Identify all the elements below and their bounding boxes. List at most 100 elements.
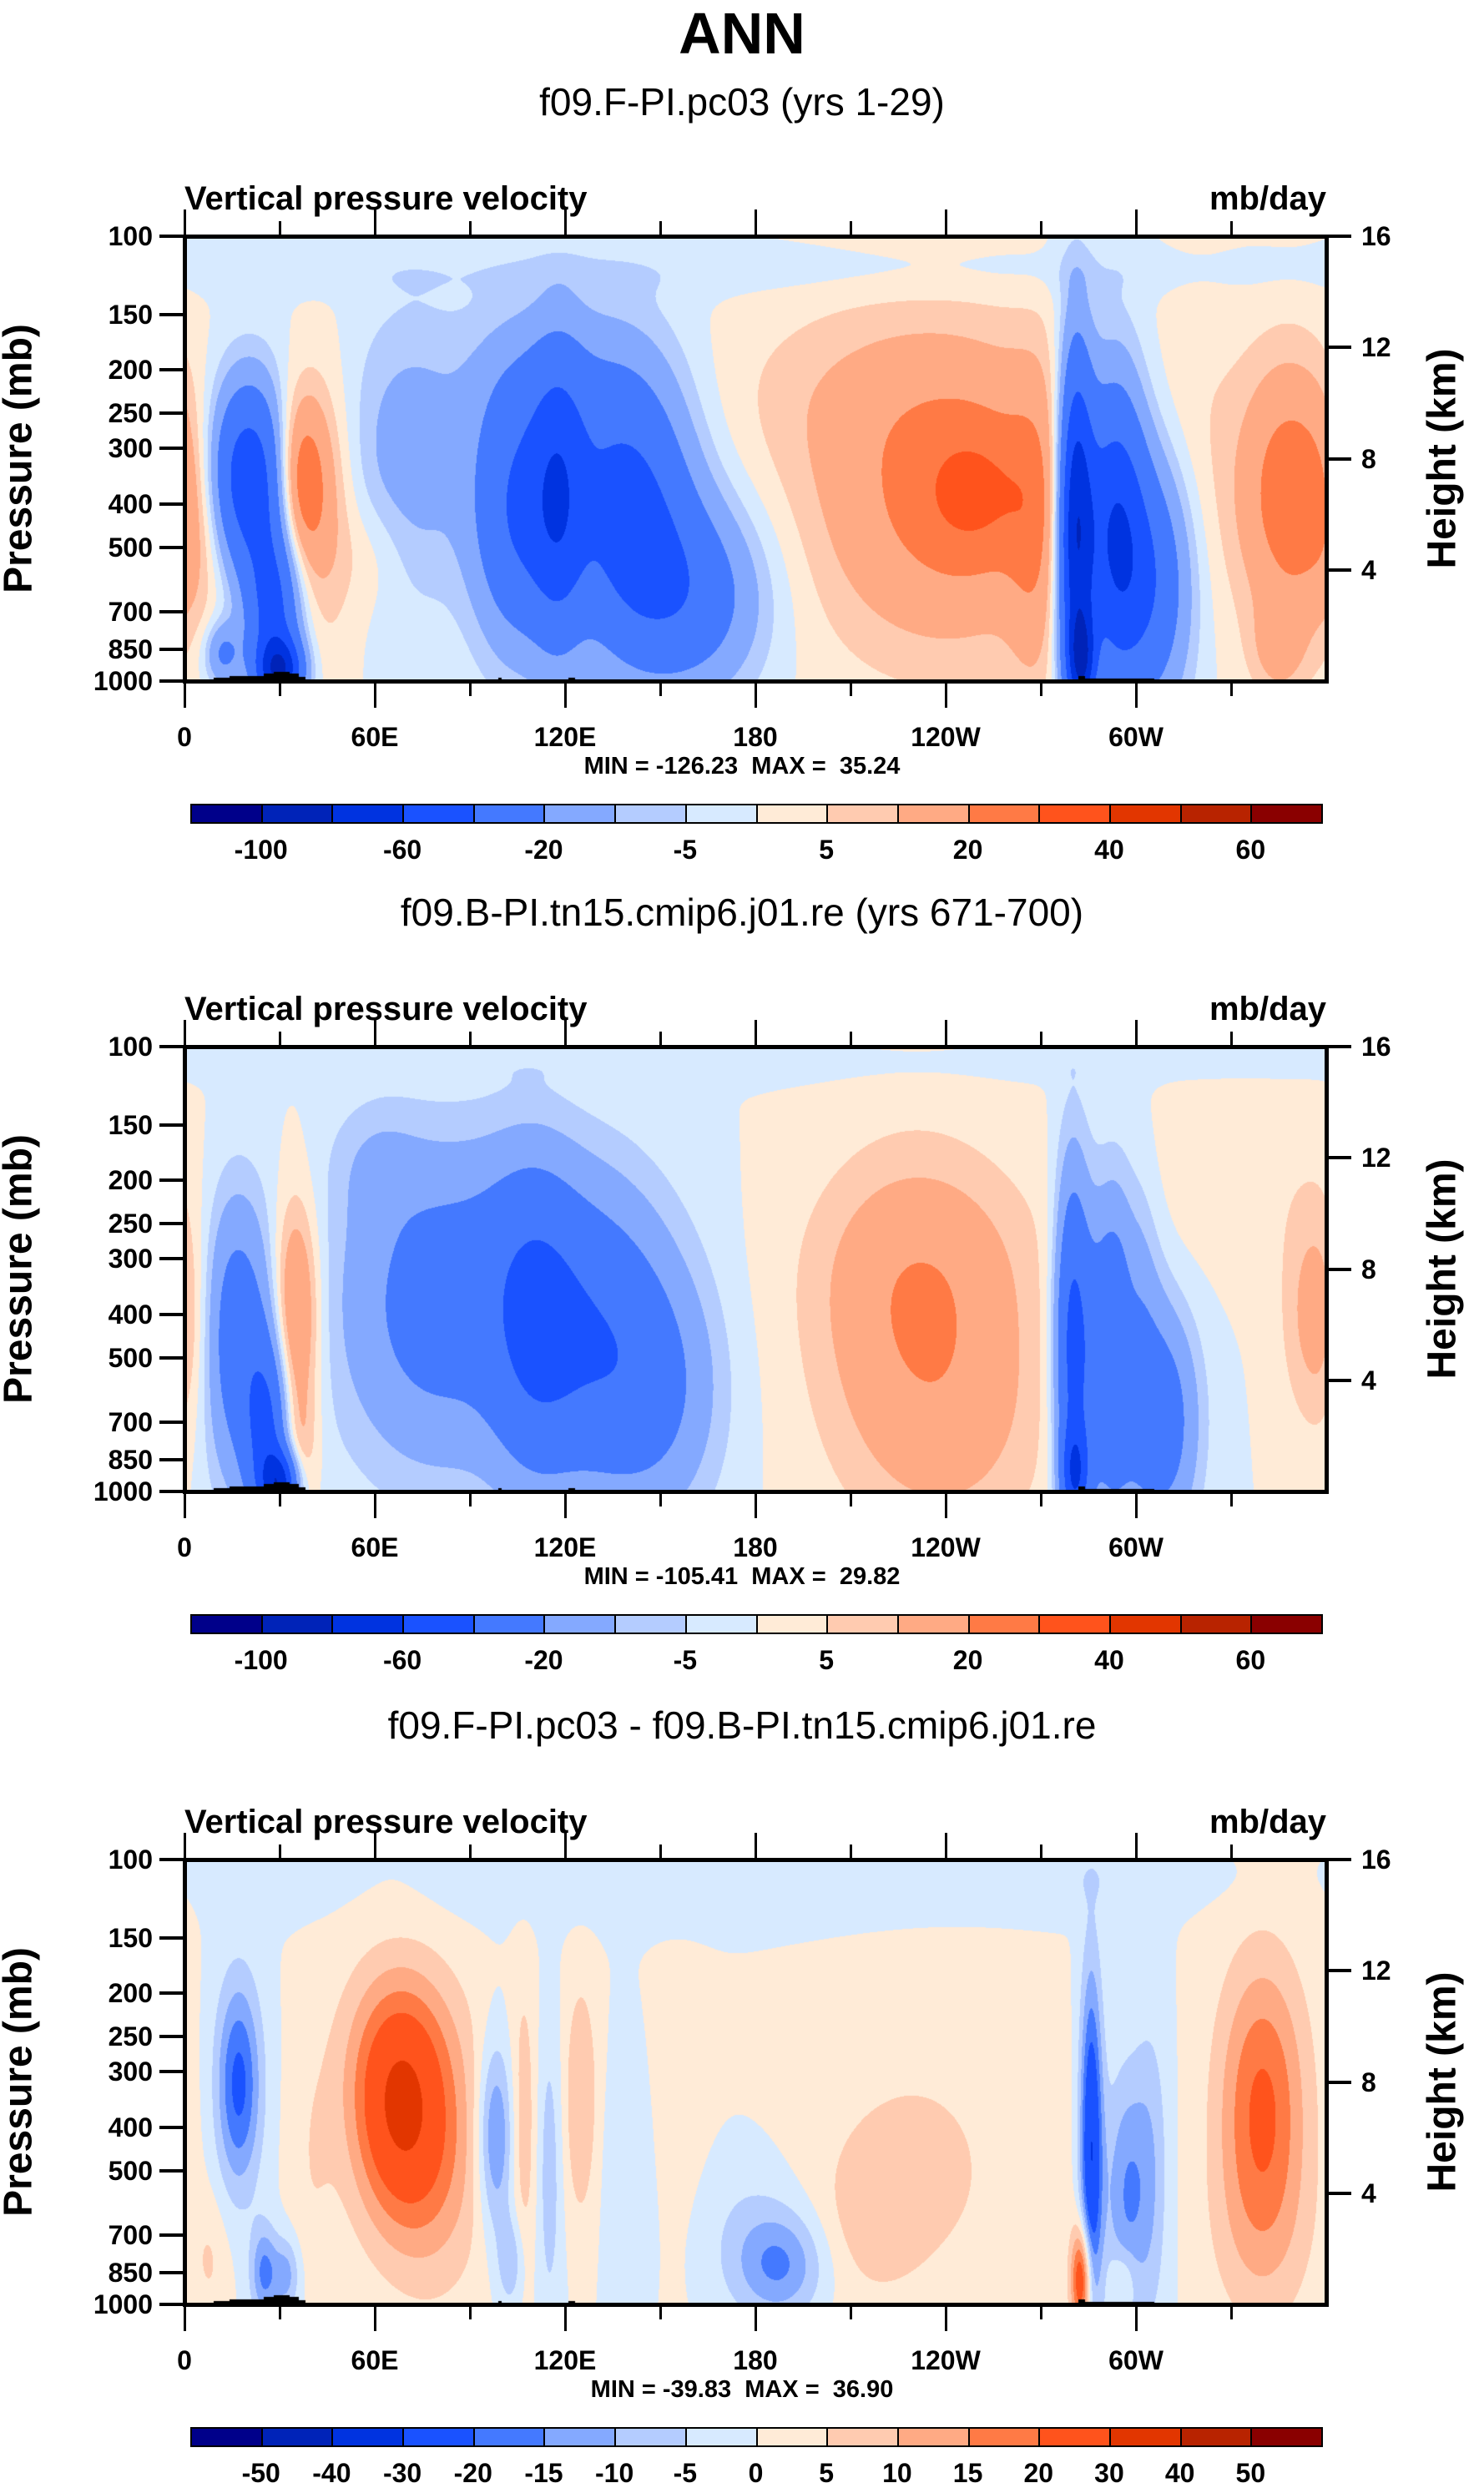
y-tick-left — [159, 1490, 184, 1493]
x-tick-bottom — [1229, 2304, 1233, 2319]
variable-name-label: Vertical pressure velocity — [184, 180, 588, 217]
y-tick-label: 500 — [108, 2155, 153, 2186]
x-tick-bottom — [849, 2304, 852, 2319]
x-tick-bottom — [468, 681, 472, 696]
y-right-tick-label: 12 — [1361, 1143, 1391, 1173]
y-axis-title: Pressure (mb) — [0, 1133, 41, 1404]
x-tick-bottom — [373, 681, 376, 708]
y-tick-label: 200 — [108, 1165, 153, 1196]
units-label: mb/day — [1209, 991, 1326, 1027]
x-tick-top — [183, 1020, 186, 1047]
x-tick-label: 120E — [533, 1532, 597, 1562]
y-tick-label: 400 — [108, 1299, 153, 1330]
x-tick-top — [278, 221, 281, 236]
x-tick-label: 180 — [733, 2345, 778, 2375]
y-tick-label: 1000 — [93, 666, 153, 696]
x-tick-top — [659, 221, 662, 236]
y-tick-left — [159, 1123, 184, 1127]
y-tick-label: 100 — [108, 1032, 153, 1062]
contour-field — [184, 1860, 1326, 2304]
y-axis-title: Pressure (mb) — [0, 1946, 41, 2217]
colorbar-label: -5 — [673, 1645, 698, 1675]
x-tick-bottom — [278, 681, 281, 696]
y-right-tick-label: 16 — [1361, 221, 1391, 252]
y-tick-right — [1326, 2191, 1351, 2195]
y-tick-label: 200 — [108, 355, 153, 386]
x-tick-top — [849, 221, 852, 236]
x-tick-bottom — [278, 1491, 281, 1506]
colorbar-label: -60 — [382, 835, 422, 865]
colorbar-label: 5 — [819, 835, 835, 865]
x-tick-bottom — [1134, 681, 1138, 708]
x-tick-top — [373, 209, 376, 236]
y-tick-right — [1326, 2080, 1351, 2084]
x-tick-bottom — [563, 1491, 567, 1518]
y-tick-label: 300 — [108, 2057, 153, 2087]
colorbar-box — [260, 804, 334, 824]
y-tick-label: 850 — [108, 634, 153, 665]
colorbar-label: 40 — [1094, 1645, 1124, 1675]
y-tick-left — [159, 411, 184, 416]
min-max-text: MIN = -126.23 MAX = 35.24 — [583, 753, 901, 780]
y-tick-label: 400 — [108, 488, 153, 519]
y-tick-left — [159, 679, 184, 683]
x-tick-top — [754, 1833, 757, 1860]
x-tick-label: 120W — [911, 1532, 981, 1562]
colorbar-box — [755, 1614, 829, 1634]
colorbar-box — [260, 2427, 334, 2447]
x-tick-bottom — [754, 681, 757, 708]
y-tick-right — [1326, 1969, 1351, 1973]
x-tick-bottom — [659, 2304, 662, 2319]
x-tick-top — [563, 1020, 567, 1047]
y-axis-title-right: Height (km) — [1420, 348, 1465, 568]
y-tick-label: 700 — [108, 2220, 153, 2251]
panel-title: f09.F-PI.pc03 - f09.B-PI.tn15.cmip6.j01.… — [387, 1703, 1097, 1747]
x-tick-bottom — [468, 1491, 472, 1506]
x-tick-label: 180 — [733, 1532, 778, 1562]
x-tick-label: 60E — [351, 2345, 399, 2375]
colorbar-box — [543, 2427, 617, 2447]
y-tick-left — [159, 2035, 184, 2039]
min-max-text: MIN = -105.41 MAX = 29.82 — [583, 1563, 901, 1590]
x-tick-top — [1229, 1032, 1233, 1047]
y-right-tick-label: 4 — [1361, 2178, 1376, 2208]
colorbar-label: 40 — [1094, 835, 1124, 865]
y-tick-right — [1326, 457, 1351, 461]
y-tick-label: 850 — [108, 2258, 153, 2289]
x-tick-bottom — [1134, 2304, 1138, 2331]
y-tick-label: 150 — [108, 299, 153, 330]
x-tick-top — [373, 1833, 376, 1860]
y-tick-label: 100 — [108, 221, 153, 251]
colorbar-label: 20 — [952, 1645, 983, 1675]
x-tick-top — [1039, 1032, 1042, 1047]
x-tick-label: 60E — [351, 1532, 399, 1562]
colorbar-box — [1108, 804, 1182, 824]
colorbar-box — [826, 2427, 899, 2447]
x-tick-label: 0 — [177, 1532, 192, 1562]
colorbar-label: 5 — [819, 2458, 835, 2488]
y-tick-label: 300 — [108, 433, 153, 464]
y-tick-left — [159, 1458, 184, 1462]
colorbar-box — [684, 804, 758, 824]
plot-frame — [183, 235, 1329, 684]
y-tick-left — [159, 2303, 184, 2306]
y-tick-left — [159, 610, 184, 614]
x-tick-bottom — [1134, 1491, 1138, 1518]
colorbar-box — [331, 2427, 405, 2447]
y-tick-left — [159, 447, 184, 451]
y-tick-label: 250 — [108, 2021, 153, 2052]
y-tick-label: 150 — [108, 1109, 153, 1140]
y-tick-left — [159, 1935, 184, 1940]
x-tick-top — [849, 1032, 852, 1047]
x-tick-bottom — [944, 681, 947, 708]
x-tick-label: 120E — [533, 722, 597, 752]
y-tick-left — [159, 1858, 184, 1861]
y-tick-label: 1000 — [93, 2289, 153, 2319]
colorbar-box — [190, 804, 263, 824]
y-right-tick-label: 12 — [1361, 332, 1391, 363]
y-tick-left — [159, 1222, 184, 1226]
x-tick-top — [1134, 1020, 1138, 1047]
x-tick-bottom — [849, 1491, 852, 1506]
x-tick-top — [1039, 221, 1042, 236]
colorbar-box — [1038, 2427, 1111, 2447]
